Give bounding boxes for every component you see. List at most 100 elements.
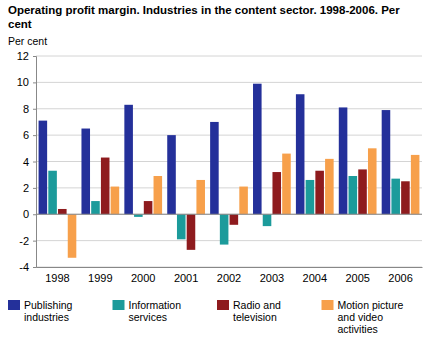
tick: 12: [17, 50, 36, 62]
bar: [401, 181, 410, 214]
bar: [187, 214, 196, 250]
tick: 2000: [131, 267, 155, 284]
bar: [68, 214, 77, 258]
text-line: Information: [129, 299, 182, 311]
bars: [39, 84, 420, 258]
tick: 2003: [260, 267, 284, 284]
bar: [177, 214, 186, 239]
legend-label: Radio andtelevision: [233, 299, 281, 323]
series: [39, 84, 391, 215]
tick: 2001: [174, 267, 198, 284]
tick-mark: [33, 241, 36, 242]
tick-mark: [33, 188, 36, 189]
text-line: industries: [24, 311, 69, 323]
bar: [282, 154, 291, 215]
tick-label: 6: [23, 129, 29, 141]
tick-label: 2: [23, 182, 29, 194]
tick-label: 2005: [345, 272, 369, 284]
title: Operating profit margin. Industries in t…: [8, 4, 400, 30]
bar: [306, 180, 315, 214]
bar: [220, 214, 229, 244]
y-axis-line: [33, 57, 37, 268]
text-line: Radio and: [233, 299, 281, 311]
tick: 8: [23, 103, 36, 115]
tick: -2: [19, 235, 36, 247]
grid-line: [36, 108, 422, 109]
tick-label: 1999: [88, 272, 112, 284]
bar: [48, 171, 57, 215]
tick: 0: [23, 208, 36, 220]
tick-mark: [33, 56, 36, 57]
legend-swatch: [217, 300, 229, 310]
bar: [315, 171, 324, 215]
tick-label: 4: [23, 156, 29, 168]
tick-label: 2006: [388, 272, 412, 284]
bar: [296, 94, 305, 214]
legend-label: Publishingindustries: [24, 299, 73, 323]
bar: [358, 169, 367, 214]
bar: [91, 201, 100, 214]
y-axis-title: Per cent: [8, 35, 47, 47]
bar: [167, 135, 176, 214]
text-line: Motion picture: [338, 299, 404, 311]
bar: [411, 155, 420, 214]
bar: [349, 176, 358, 214]
grid: [36, 56, 422, 267]
tick-mark: [33, 214, 36, 215]
bar: [39, 121, 48, 215]
text-line: services: [129, 311, 168, 323]
legend-item: Radio andtelevision: [217, 299, 281, 323]
tick: 6: [23, 129, 36, 141]
legend-item: Informationservices: [113, 299, 182, 323]
tick-mark: [33, 267, 36, 268]
zero-line: [36, 214, 422, 215]
bar: [124, 105, 133, 214]
series: [68, 148, 420, 257]
bar: [239, 187, 248, 215]
tick-label: 0: [23, 208, 29, 220]
legend-item: Publishingindustries: [8, 299, 73, 323]
bar: [272, 172, 281, 214]
bar: [144, 201, 153, 214]
y-axis: -4 -2 0 2 4 6 8 10 12: [17, 50, 37, 273]
tick-label: 10: [17, 76, 29, 88]
bar: [253, 84, 262, 215]
bar: [263, 214, 272, 226]
tick-label: 2000: [131, 272, 155, 284]
x-axis-line: [37, 267, 423, 268]
bar: [196, 180, 205, 214]
bar: [111, 187, 120, 215]
grid-line: [36, 240, 422, 241]
bar: [154, 176, 163, 214]
grid-line: [36, 161, 422, 162]
tick: -4: [19, 261, 36, 273]
tick-mark: [33, 135, 36, 136]
legend-label: Motion pictureand videoactivities: [338, 299, 404, 335]
text-line: activities: [338, 323, 378, 335]
legend-item: Motion pictureand videoactivities: [322, 299, 404, 335]
tick-mark: [33, 162, 36, 163]
tick-label: -2: [19, 235, 29, 247]
legend-swatch: [8, 300, 20, 310]
bar: [230, 214, 239, 225]
bar: [391, 179, 400, 215]
tick-label: 8: [23, 103, 29, 115]
tick: 2004: [303, 267, 327, 284]
grid-line: [36, 82, 422, 83]
bar: [382, 110, 391, 214]
tick: 10: [17, 76, 36, 88]
series: [58, 158, 410, 250]
tick: 2006: [388, 267, 412, 284]
text-line: and video: [338, 311, 384, 323]
bar: [339, 107, 348, 214]
bar: [81, 129, 90, 215]
bar: [101, 158, 110, 215]
bar: [325, 159, 334, 214]
text-line: television: [233, 311, 277, 323]
grid-line: [36, 135, 422, 136]
grid-line: [36, 214, 422, 215]
grid-line: [36, 267, 422, 268]
tick: 1999: [88, 267, 112, 284]
tick-label: 12: [17, 50, 29, 62]
text-line: Publishing: [24, 299, 73, 311]
